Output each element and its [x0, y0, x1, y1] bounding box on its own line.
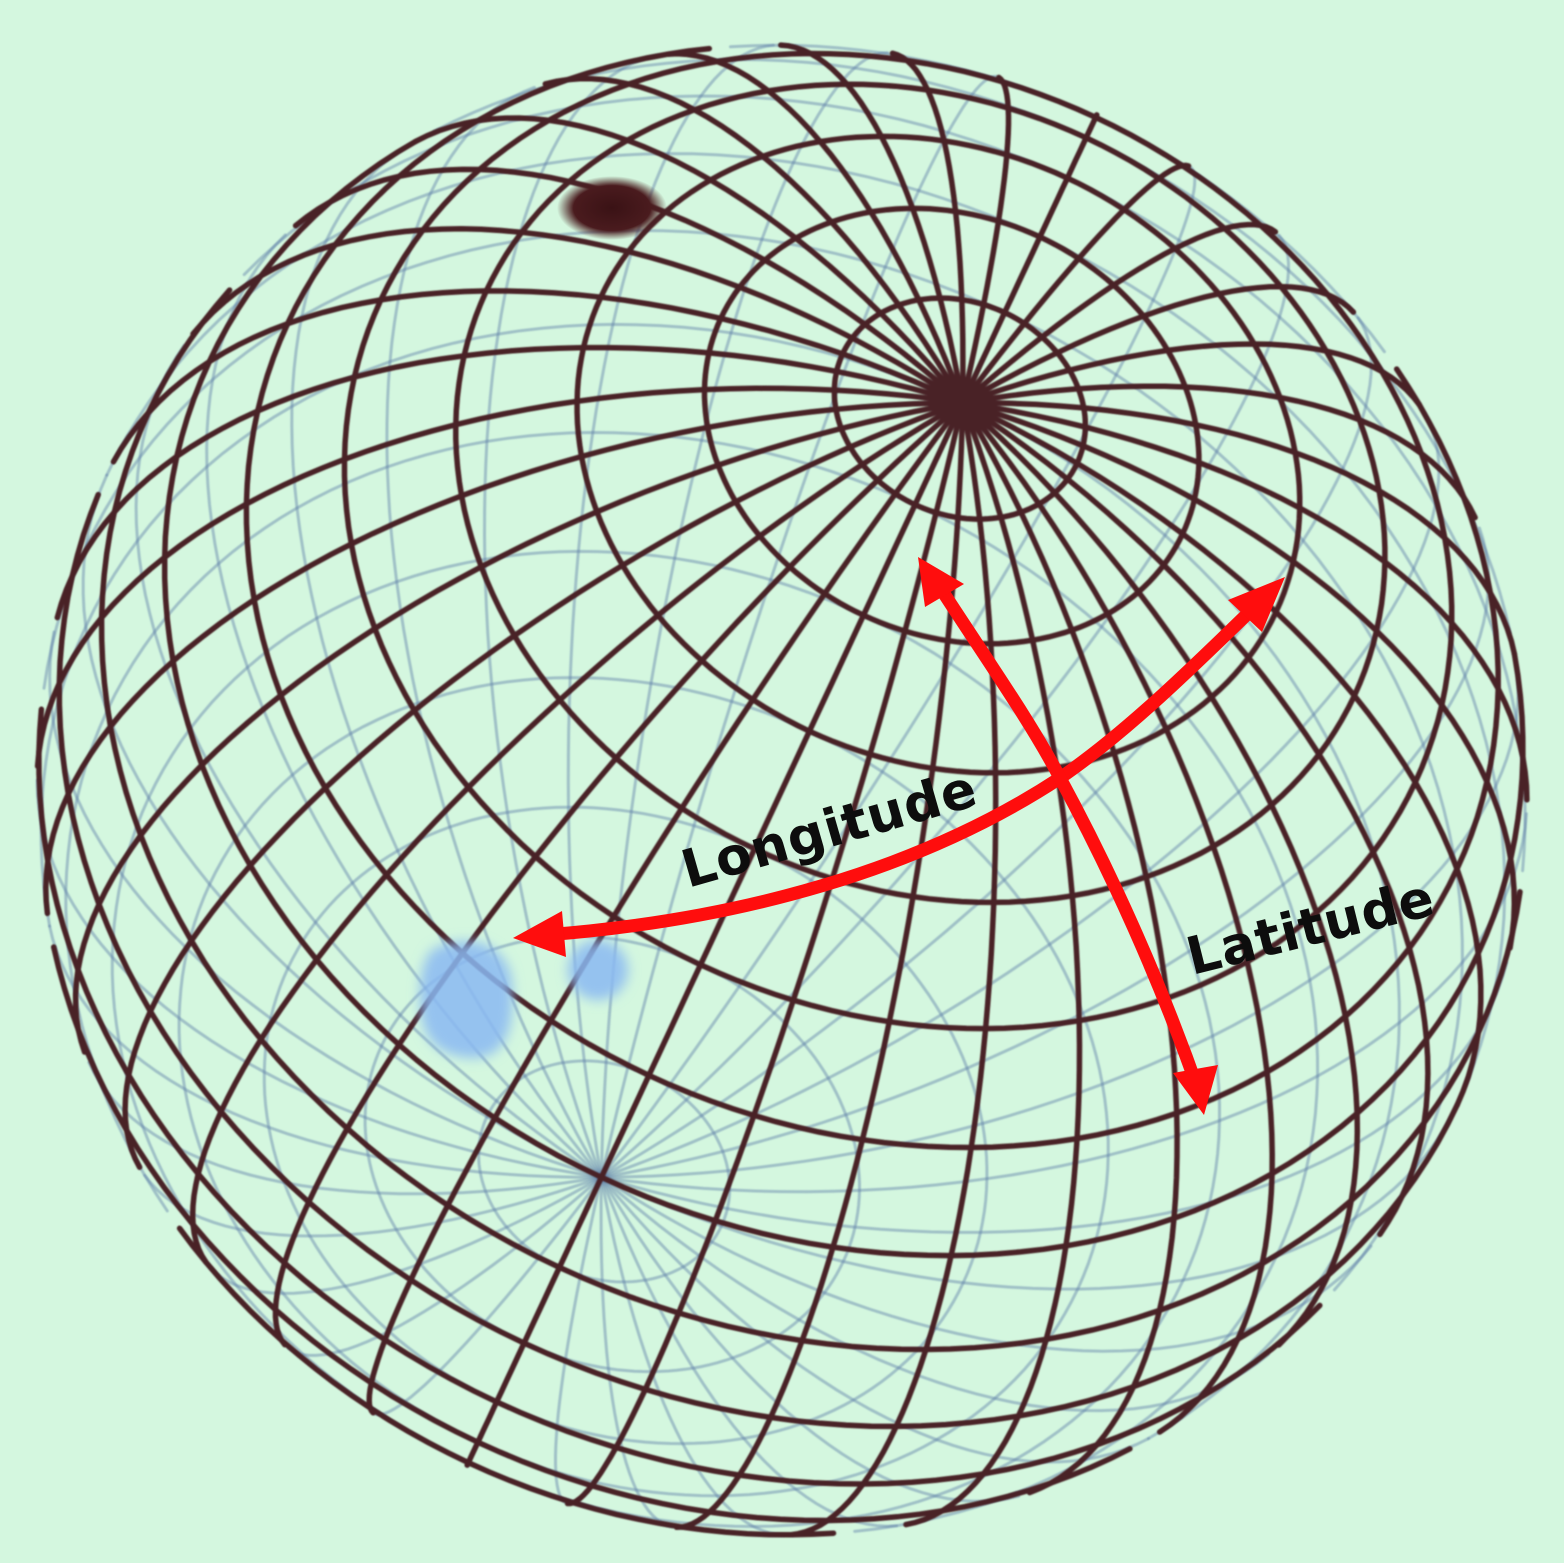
latitude-arrow-line [925, 568, 1207, 1102]
meridian-back-29 [35, 778, 603, 1179]
parallel-front-60 [574, 133, 1303, 776]
parallel-front-0 [521, 1102, 1460, 1430]
front-grid [34, 42, 1530, 1538]
meridian-front-2 [673, 399, 966, 1531]
meridian-front-4 [903, 399, 1083, 1528]
meridian-front-29 [34, 385, 966, 769]
back-grid [35, 43, 1528, 1537]
meridian-back-19 [599, 75, 998, 1179]
meridian-back-27 [81, 473, 603, 1179]
parallel-front-20 [598, 651, 1526, 1259]
meridian-back-33 [209, 1175, 603, 1295]
ocean-patch-small [568, 940, 628, 1000]
latitude-arrowhead-bottom [1173, 1065, 1218, 1115]
parallel-front--20 [50, 944, 481, 1445]
meridian-back-2 [599, 1175, 673, 1529]
meridian-front-16 [959, 221, 1279, 406]
meridian-back-13 [599, 526, 1490, 1179]
meridian-back-6 [599, 1175, 1150, 1464]
meridian-front-27 [110, 288, 966, 465]
latitude-arrowhead-top [918, 557, 964, 607]
longitude-arrowhead-left [513, 911, 566, 957]
meridian-front-1 [564, 399, 966, 1507]
parallel-front-40 [341, 50, 1455, 1032]
meridian-back-28 [48, 630, 603, 1179]
meridian-back-14 [599, 411, 1441, 1179]
parallel-front--10 [36, 706, 500, 1405]
meridian-front-19 [959, 74, 1012, 406]
meridian-front-32 [122, 399, 966, 1170]
axis-arrows [513, 557, 1285, 1115]
parallel-front-50 [453, 81, 1388, 906]
meridian-front-0 [464, 399, 966, 1468]
parallel-front-80 [831, 295, 1089, 522]
meridian-front-15 [959, 283, 1357, 406]
meridian-back-7 [599, 1175, 1270, 1413]
parallel-front--30 [465, 1459, 837, 1538]
parallel-front--30 [176, 1225, 472, 1466]
parallel-front-10 [98, 287, 563, 1271]
meridian-front-9 [959, 399, 1484, 1108]
meridian-front-5 [959, 399, 1180, 1496]
meridian-back-17 [599, 165, 1197, 1179]
meridian-front-7 [959, 399, 1361, 1348]
meridian-front-23 [542, 75, 966, 406]
meridian-front-13 [959, 383, 1478, 521]
meridian-front-18 [959, 112, 1100, 406]
parallel-front-30 [243, 45, 713, 1079]
meridian-front-11 [959, 399, 1530, 803]
meridian-front-24 [412, 115, 966, 406]
ocean-patch-group [419, 940, 628, 1059]
parallel-front-30 [646, 366, 1501, 1151]
latitude-label: Latitude [1181, 868, 1441, 987]
parallel-front-10 [556, 889, 1523, 1353]
longitude-arrow-line [538, 583, 1279, 942]
meridian-front-12 [959, 399, 1518, 657]
meridian-back-3 [599, 1175, 785, 1537]
ocean-patch-large [419, 941, 513, 1059]
meridian-back-9 [599, 1116, 1452, 1291]
parallel-front-70 [701, 205, 1202, 647]
north-pole-marker [557, 176, 667, 240]
meridian-back-34 [287, 1175, 603, 1357]
meridian-front-21 [778, 42, 966, 406]
meridian-front-20 [889, 50, 966, 406]
meridian-back-8 [599, 1175, 1373, 1353]
meridian-back-35 [374, 1175, 603, 1417]
parallel-front--20 [475, 1439, 1133, 1524]
meridian-front-26 [190, 226, 966, 406]
parallel-front-0 [56, 491, 527, 1346]
meridian-back-1 [554, 1175, 603, 1504]
meridian-front-10 [959, 399, 1518, 951]
meridian-front-35 [366, 399, 966, 1416]
parallel-front--10 [493, 1302, 1323, 1487]
meridian-front-31 [72, 399, 966, 1055]
longitude-arrowhead-right [1228, 577, 1285, 632]
meridian-front-17 [959, 162, 1192, 406]
parallel-front-20 [161, 138, 605, 1181]
